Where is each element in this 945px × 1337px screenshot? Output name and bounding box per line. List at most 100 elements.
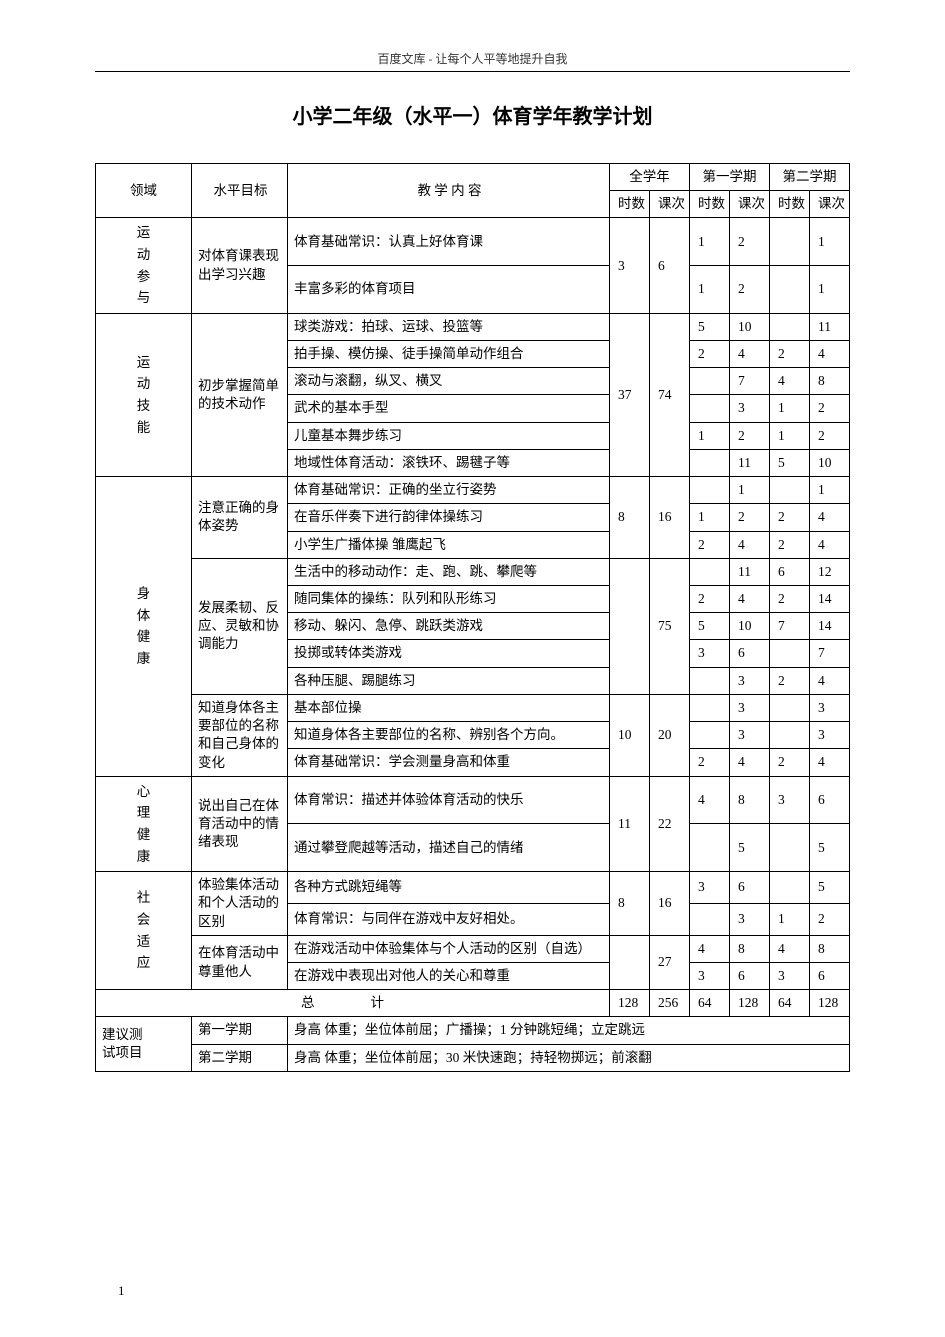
- content-cell: 体育常识：与同伴在游戏中友好相处。: [288, 903, 610, 935]
- plan-table: 领域水平目标教 学 内 容全学年第一学期第二学期时数课次时数课次时数课次运动参与…: [95, 163, 850, 1072]
- year-hours: [610, 558, 650, 694]
- domain-cell: 社会适应: [96, 872, 192, 990]
- year-hours: 3: [610, 218, 650, 313]
- s2-lessons: 8: [810, 368, 850, 395]
- s1-lessons: 6: [730, 963, 770, 990]
- content-cell: 滚动与滚翻，纵叉、横叉: [288, 368, 610, 395]
- s2-lessons: 1: [810, 266, 850, 314]
- year-hours: 8: [610, 872, 650, 936]
- content-cell: 投掷或转体类游戏: [288, 640, 610, 667]
- total-2: 64: [690, 990, 730, 1017]
- year-lessons: 16: [650, 477, 690, 559]
- year-hours: 37: [610, 313, 650, 476]
- s2-hours: [770, 694, 810, 721]
- s2-lessons: 2: [810, 422, 850, 449]
- page-header: 百度文库 - 让每个人平等地提升自我: [95, 50, 850, 72]
- s1-lessons: 6: [730, 640, 770, 667]
- s2-hours: 2: [770, 749, 810, 776]
- s2-lessons: 5: [810, 824, 850, 872]
- s2-hours: 2: [770, 667, 810, 694]
- content-cell: 通过攀登爬越等活动，描述自己的情绪: [288, 824, 610, 872]
- s1-hours: [690, 449, 730, 476]
- content-cell: 儿童基本舞步练习: [288, 422, 610, 449]
- domain-cell: 运动参与: [96, 218, 192, 313]
- s2-hours: [770, 640, 810, 667]
- year-hours: 8: [610, 477, 650, 559]
- s1-hours: 2: [690, 341, 730, 368]
- s1-lessons: 3: [730, 722, 770, 749]
- s1-hours: [690, 722, 730, 749]
- content-cell: 各种方式跳短绳等: [288, 872, 610, 904]
- year-lessons: 6: [650, 218, 690, 313]
- s2-lessons: 1: [810, 218, 850, 266]
- year-hours: 11: [610, 776, 650, 871]
- year-lessons: 22: [650, 776, 690, 871]
- content-cell: 各种压腿、踢腿练习: [288, 667, 610, 694]
- content-cell: 随同集体的操练：队列和队形练习: [288, 586, 610, 613]
- s1-lessons: 10: [730, 613, 770, 640]
- domain-cell: 运动技能: [96, 313, 192, 476]
- s2-hours: 5: [770, 449, 810, 476]
- suggestion-label: 建议测试项目: [96, 1017, 192, 1071]
- col-goal: 水平目标: [192, 164, 288, 218]
- s1-hours: [690, 824, 730, 872]
- s2-lessons: 10: [810, 449, 850, 476]
- content-cell: 地域性体育活动：滚铁环、踢毽子等: [288, 449, 610, 476]
- s1-lessons: 3: [730, 694, 770, 721]
- s2-hours: 3: [770, 776, 810, 824]
- s1-hours: [690, 395, 730, 422]
- s1-hours: 2: [690, 586, 730, 613]
- goal-cell: 说出自己在体育活动中的情绪表现: [192, 776, 288, 871]
- s2-hours: 4: [770, 935, 810, 962]
- s1-lessons: 8: [730, 935, 770, 962]
- page-number: 1: [118, 1283, 125, 1299]
- s2-lessons: 4: [810, 504, 850, 531]
- content-cell: 基本部位操: [288, 694, 610, 721]
- s2-lessons: 3: [810, 694, 850, 721]
- domain-cell: 身体健康: [96, 477, 192, 777]
- suggestion-text: 身高 体重；坐位体前屈；广播操；1 分钟跳短绳；立定跳远: [288, 1017, 850, 1044]
- content-cell: 体育基础常识：学会测量身高和体重: [288, 749, 610, 776]
- total-1: 256: [650, 990, 690, 1017]
- content-cell: 武术的基本手型: [288, 395, 610, 422]
- content-cell: 生活中的移动动作：走、跑、跳、攀爬等: [288, 558, 610, 585]
- year-hours: [610, 935, 650, 989]
- goal-cell: 初步掌握简单的技术动作: [192, 313, 288, 476]
- s2-hours: 2: [770, 504, 810, 531]
- s2-hours: 2: [770, 531, 810, 558]
- s2-lessons: 14: [810, 613, 850, 640]
- s1-lessons: 7: [730, 368, 770, 395]
- s1-lessons: 2: [730, 218, 770, 266]
- s1-hours: [690, 667, 730, 694]
- col-content: 教 学 内 容: [288, 164, 610, 218]
- s1-lessons: 3: [730, 395, 770, 422]
- content-cell: 在游戏活动中体验集体与个人活动的区别（自选）: [288, 935, 610, 962]
- s2-lessons: 1: [810, 477, 850, 504]
- s2-hours: [770, 477, 810, 504]
- s2-lessons: 12: [810, 558, 850, 585]
- suggestion-sem: 第二学期: [192, 1044, 288, 1071]
- domain-cell: 心理健康: [96, 776, 192, 871]
- s1-hours: 4: [690, 776, 730, 824]
- s1-hours: 2: [690, 531, 730, 558]
- s1-hours: [690, 477, 730, 504]
- content-cell: 球类游戏：拍球、运球、投篮等: [288, 313, 610, 340]
- col-sub-4: 时数: [770, 191, 810, 218]
- content-cell: 体育基础常识：正确的坐立行姿势: [288, 477, 610, 504]
- s2-hours: [770, 824, 810, 872]
- s2-lessons: 6: [810, 776, 850, 824]
- goal-cell: 体验集体活动和个人活动的区别: [192, 872, 288, 936]
- content-cell: 拍手操、模仿操、徒手操简单动作组合: [288, 341, 610, 368]
- s1-hours: [690, 558, 730, 585]
- s1-lessons: 6: [730, 872, 770, 904]
- s1-lessons: 3: [730, 667, 770, 694]
- document-title: 小学二年级（水平一）体育学年教学计划: [95, 100, 850, 129]
- total-3: 128: [730, 990, 770, 1017]
- s1-lessons: 8: [730, 776, 770, 824]
- s1-lessons: 10: [730, 313, 770, 340]
- s1-hours: 1: [690, 266, 730, 314]
- s1-hours: 4: [690, 935, 730, 962]
- s2-hours: [770, 313, 810, 340]
- col-sub-2: 时数: [690, 191, 730, 218]
- s1-hours: 5: [690, 613, 730, 640]
